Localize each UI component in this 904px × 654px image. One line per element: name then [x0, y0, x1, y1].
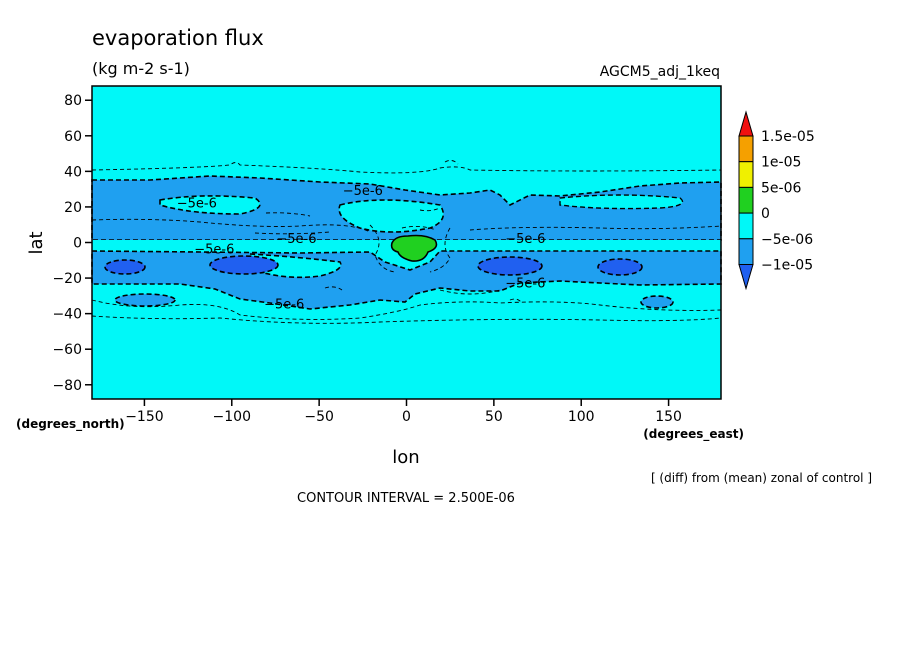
south-patch-region: [114, 293, 176, 307]
contour-line: [469, 225, 722, 231]
colorbar-top-arrow: [738, 110, 754, 137]
contour-label: −5e-6: [505, 276, 545, 291]
north-gap-region: [559, 194, 684, 210]
colorbar-label: 1.5e-05: [761, 129, 815, 145]
y-tick-label: 0: [73, 236, 82, 252]
contour-line: [91, 218, 371, 233]
y-axis-title: lat: [26, 231, 47, 254]
contour-line: [324, 286, 343, 291]
contour-label: −5e-6: [343, 184, 383, 199]
x-tick-label: −100: [213, 409, 251, 425]
x-axis: −150 −100 −50 0 50 100 150: [125, 399, 682, 425]
y-tick-label: 80: [64, 93, 82, 109]
core-region: [477, 256, 543, 276]
colorbar-swatch: [738, 212, 754, 240]
y-tick-label: −20: [52, 271, 82, 287]
y-tick-label: 40: [64, 164, 82, 180]
contour-line: [91, 162, 722, 174]
y-tick-label: −80: [52, 378, 82, 394]
x-tick-label: −150: [125, 409, 163, 425]
core-region: [597, 258, 643, 276]
contour-label: −5e-6: [177, 196, 217, 211]
colorbar-swatch: [738, 135, 754, 163]
positive-blob-region: [390, 234, 438, 262]
colorbar-swatch: [738, 161, 754, 188]
contour-line: [91, 315, 722, 324]
south-patch-region: [640, 295, 674, 309]
north-gap-region: [159, 195, 261, 215]
core-region: [104, 259, 146, 275]
contour-label: −5e-6: [276, 232, 316, 247]
contour-line: [439, 289, 501, 295]
contour-line: [401, 225, 437, 231]
thin-contours: [91, 159, 722, 324]
chart-units: (kg m-2 s-1): [92, 59, 190, 78]
y-tick-label: 60: [64, 129, 82, 145]
colorbar-label: 5e-06: [761, 180, 801, 196]
colorbar-bottom-arrow: [738, 264, 754, 291]
contour-line: [509, 298, 523, 304]
contour-interval: CONTOUR INTERVAL = 2.500E-06: [297, 491, 515, 506]
run-label: AGCM5_adj_1keq: [600, 64, 720, 80]
y-axis: 80 60 40 20 0 −20 −40 −60 −80: [52, 93, 92, 394]
y-tick-label: −60: [52, 342, 82, 358]
colorbar-label: 0: [761, 206, 770, 222]
colorbar: 1.5e-05 1e-05 5e-06 0 −5e-06 −1e-05: [738, 110, 815, 291]
x-tick-label: 0: [402, 409, 411, 425]
contour-line: [91, 299, 722, 320]
contour-line: [369, 224, 396, 273]
contour-line: [265, 212, 311, 217]
y-tick-label: −40: [52, 307, 82, 323]
y-axis-unit-label: (degrees_north): [16, 417, 125, 432]
contour-line: [444, 159, 459, 165]
contour-label-group: −5e-6 −5e-6 −5e-6 −5e-6 −5e-6 −5e-6 −5e-6: [177, 184, 546, 313]
x-tick-label: 150: [655, 409, 682, 425]
x-axis-title: lon: [392, 447, 419, 468]
contour-line: [419, 207, 441, 212]
chart-title: evaporation flux: [92, 26, 264, 50]
colorbar-swatch: [738, 238, 754, 266]
x-tick-label: −50: [304, 409, 334, 425]
core-region: [209, 255, 279, 275]
contour-line: [429, 227, 451, 273]
contour-label: −5e-6: [264, 298, 304, 313]
footnote: [ (diff) from (mean) zonal of control ]: [651, 471, 872, 485]
colorbar-label: −5e-06: [761, 232, 813, 248]
colorbar-label: −1e-05: [761, 258, 813, 274]
x-tick-label: 100: [568, 409, 595, 425]
colorbar-label: 1e-05: [761, 155, 801, 171]
contour-label: −5e-6: [194, 243, 234, 258]
contour-label: −5e-6: [505, 232, 545, 247]
contour-line: [254, 231, 331, 235]
colorbar-swatch: [738, 186, 754, 214]
y-tick-label: 20: [64, 200, 82, 216]
x-tick-label: 50: [485, 409, 503, 425]
plot-area: −5e-6 −5e-6 −5e-6 −5e-6 −5e-6 −5e-6 −5e-6: [91, 85, 722, 400]
x-axis-unit-label: (degrees_east): [643, 427, 744, 442]
